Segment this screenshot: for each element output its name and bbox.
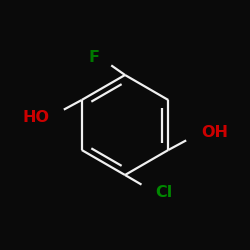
Text: Cl: Cl [155,185,172,200]
Text: F: F [89,50,100,65]
Text: OH: OH [201,125,228,140]
Text: HO: HO [22,110,49,125]
